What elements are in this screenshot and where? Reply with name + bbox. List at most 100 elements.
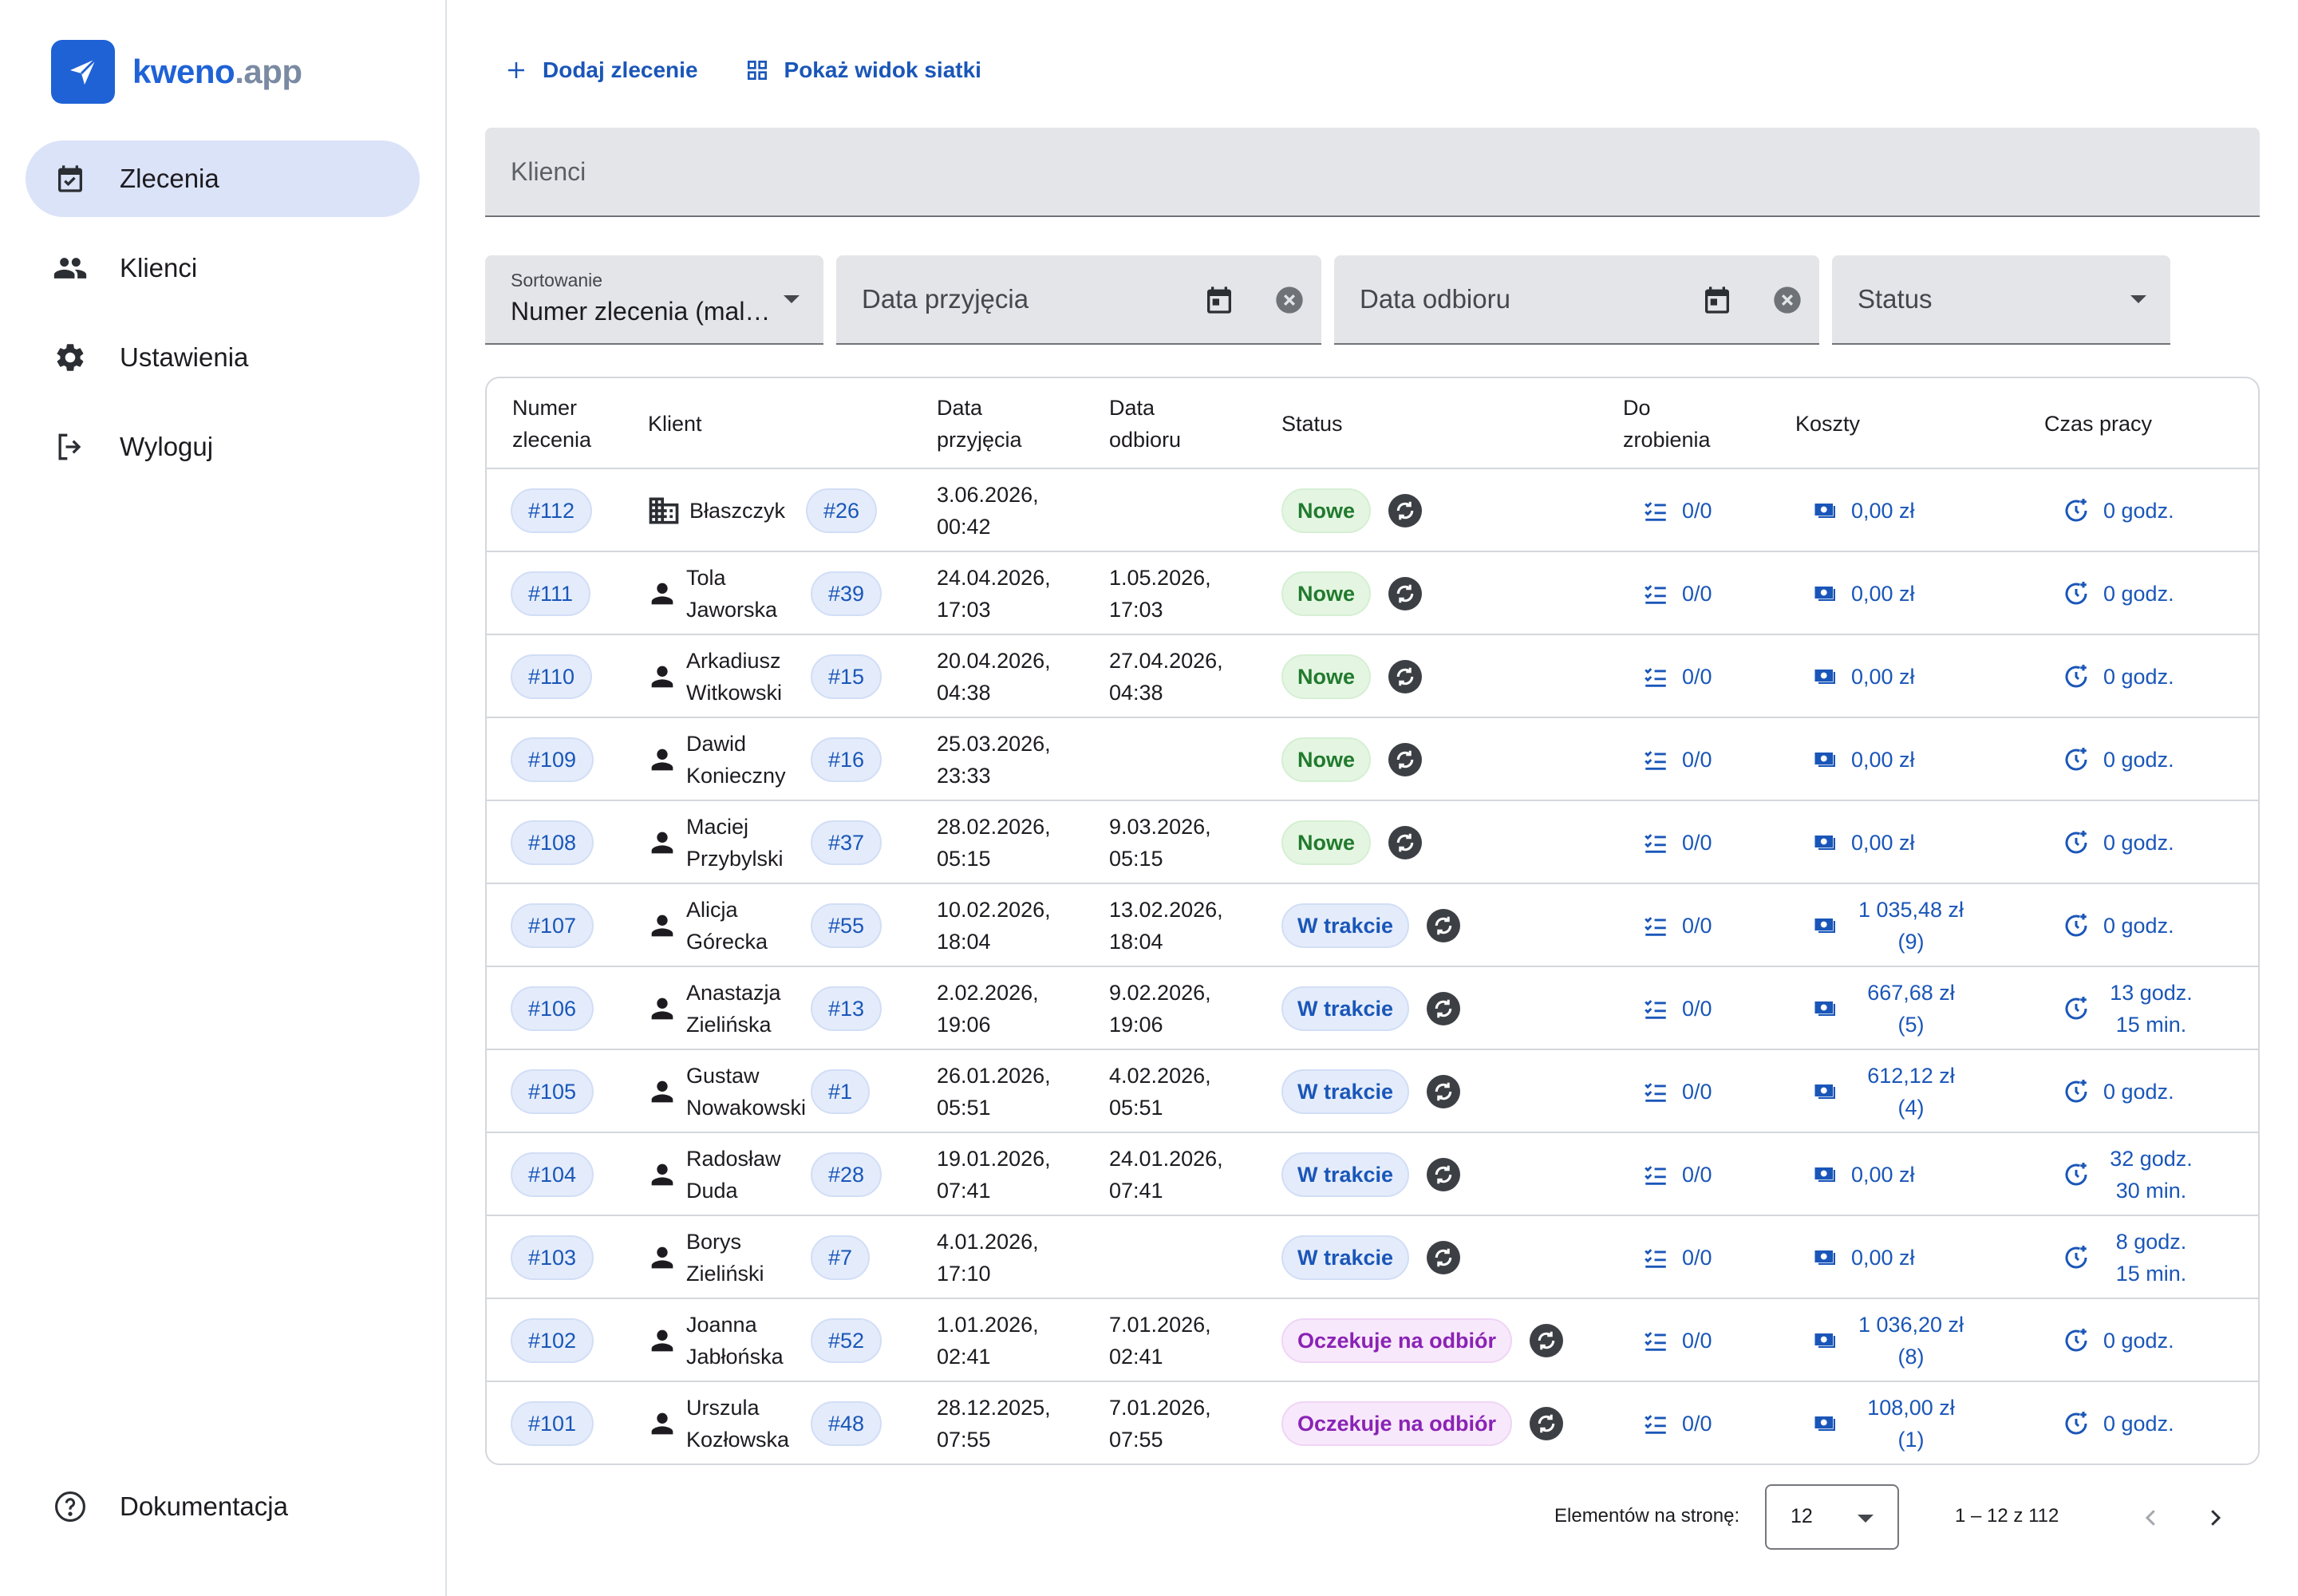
- status-badge[interactable]: Oczekuje na odbiór: [1281, 1401, 1513, 1446]
- grid-view-button[interactable]: Pokaż widok siatki: [744, 57, 981, 83]
- client-id-chip[interactable]: #48: [811, 1401, 882, 1446]
- table-row[interactable]: #112 Błaszczyk #26 3.06.2026, 00:42 Nowe 0/0 0…: [487, 469, 2258, 552]
- client-id-chip[interactable]: #28: [811, 1152, 882, 1197]
- calendar-icon[interactable]: [1202, 282, 1237, 318]
- clear-icon[interactable]: [1272, 282, 1307, 318]
- worktime-cell[interactable]: 0 godz.: [2062, 801, 2174, 884]
- client-search-field[interactable]: [485, 128, 2260, 217]
- todo-cell[interactable]: 0/0: [1642, 1382, 1712, 1464]
- order-number-chip[interactable]: #102: [511, 1318, 594, 1363]
- header-pickup[interactable]: Data odbioru: [1109, 396, 1182, 452]
- order-number-chip[interactable]: #101: [511, 1401, 594, 1446]
- header-client[interactable]: Klient: [648, 412, 702, 436]
- todo-cell[interactable]: 0/0: [1642, 469, 1712, 552]
- sync-icon[interactable]: [1388, 660, 1423, 693]
- costs-cell[interactable]: 108,00 zł (1): [1811, 1382, 1971, 1464]
- header-number[interactable]: Numer zlecenia: [512, 396, 592, 452]
- order-number-chip[interactable]: #103: [511, 1235, 594, 1280]
- order-number-chip[interactable]: #106: [511, 986, 594, 1031]
- client-id-chip[interactable]: #7: [811, 1235, 871, 1280]
- table-row[interactable]: #106 Anastazja Zielińska #13 2.02.2026, 19:…: [487, 967, 2258, 1050]
- header-status[interactable]: Status: [1281, 412, 1343, 436]
- date-received-field[interactable]: Data przyjęcia: [836, 255, 1321, 345]
- per-page-select[interactable]: 12: [1765, 1484, 1899, 1550]
- todo-cell[interactable]: 0/0: [1642, 1299, 1712, 1382]
- client-name[interactable]: Gustaw Nowakowski: [686, 1064, 807, 1120]
- status-badge[interactable]: Nowe: [1281, 571, 1372, 616]
- sync-icon[interactable]: [1530, 1324, 1564, 1357]
- table-row[interactable]: #101 Urszula Kozłowska #48 28.12.2025, 07:5…: [487, 1382, 2258, 1464]
- order-number-chip[interactable]: #111: [511, 571, 591, 616]
- client-name[interactable]: Radosław Duda: [686, 1147, 781, 1203]
- calendar-icon[interactable]: [1700, 282, 1735, 318]
- table-row[interactable]: #109 Dawid Konieczny #16 25.03.2026, 23:33 N…: [487, 718, 2258, 801]
- costs-cell[interactable]: 0,00 zł: [1811, 1216, 1915, 1299]
- costs-cell[interactable]: 1 036,20 zł (8): [1811, 1299, 1971, 1382]
- sync-icon[interactable]: [1427, 1075, 1461, 1108]
- order-number-chip[interactable]: #108: [511, 820, 594, 865]
- status-badge[interactable]: Nowe: [1281, 654, 1372, 699]
- todo-cell[interactable]: 0/0: [1642, 801, 1712, 884]
- todo-cell[interactable]: 0/0: [1642, 967, 1712, 1050]
- sidebar-item-klienci[interactable]: Klienci: [26, 230, 420, 306]
- client-id-chip[interactable]: #55: [811, 903, 882, 948]
- client-name[interactable]: Dawid Konieczny: [686, 732, 786, 788]
- todo-cell[interactable]: 0/0: [1642, 1216, 1712, 1299]
- status-badge[interactable]: Nowe: [1281, 737, 1372, 782]
- client-id-chip[interactable]: #15: [811, 654, 882, 699]
- sync-icon[interactable]: [1427, 1158, 1461, 1191]
- costs-cell[interactable]: 0,00 zł: [1811, 718, 1915, 801]
- next-page-icon[interactable]: [2199, 1502, 2231, 1534]
- header-todo[interactable]: Do zrobienia: [1623, 396, 1711, 452]
- status-badge[interactable]: Nowe: [1281, 820, 1372, 865]
- table-row[interactable]: #107 Alicja Górecka #55 10.02.2026, 18:04 13…: [487, 884, 2258, 967]
- todo-cell[interactable]: 0/0: [1642, 635, 1712, 718]
- date-pickup-field[interactable]: Data odbioru: [1334, 255, 1819, 345]
- client-id-chip[interactable]: #1: [811, 1069, 871, 1114]
- table-row[interactable]: #102 Joanna Jabłońska #52 1.01.2026, 02:41 7…: [487, 1299, 2258, 1382]
- table-row[interactable]: #104 Radosław Duda #28 19.01.2026, 07:41 24.…: [487, 1133, 2258, 1216]
- status-badge[interactable]: W trakcie: [1281, 1235, 1410, 1280]
- status-badge[interactable]: Oczekuje na odbiór: [1281, 1318, 1513, 1363]
- costs-cell[interactable]: 0,00 zł: [1811, 635, 1915, 718]
- client-search-input[interactable]: [511, 156, 2260, 187]
- header-worktime[interactable]: Czas pracy: [2044, 412, 2153, 436]
- todo-cell[interactable]: 0/0: [1642, 1133, 1712, 1216]
- client-id-chip[interactable]: #26: [806, 488, 878, 533]
- order-number-chip[interactable]: #110: [511, 654, 593, 699]
- client-name[interactable]: Arkadiusz Witkowski: [686, 649, 782, 705]
- add-order-button[interactable]: Dodaj zlecenie: [504, 57, 698, 83]
- table-row[interactable]: #103 Borys Zieliński #7 4.01.2026, 17:10 W t…: [487, 1216, 2258, 1299]
- worktime-cell[interactable]: 0 godz.: [2062, 884, 2174, 967]
- todo-cell[interactable]: 0/0: [1642, 552, 1712, 635]
- costs-cell[interactable]: 0,00 zł: [1811, 1133, 1915, 1216]
- costs-cell[interactable]: 0,00 zł: [1811, 801, 1915, 884]
- worktime-cell[interactable]: 8 godz. 15 min.: [2062, 1216, 2199, 1299]
- status-badge[interactable]: W trakcie: [1281, 1069, 1410, 1114]
- order-number-chip[interactable]: #109: [511, 737, 594, 782]
- costs-cell[interactable]: 1 035,48 zł (9): [1811, 884, 1971, 967]
- worktime-cell[interactable]: 0 godz.: [2062, 635, 2174, 718]
- client-name[interactable]: Borys Zieliński: [686, 1230, 764, 1286]
- clear-icon[interactable]: [1770, 282, 1805, 318]
- costs-cell[interactable]: 0,00 zł: [1811, 469, 1915, 552]
- client-name[interactable]: Urszula Kozłowska: [686, 1396, 790, 1452]
- client-name[interactable]: Anastazja Zielińska: [686, 981, 781, 1037]
- client-name[interactable]: Błaszczyk: [689, 499, 786, 523]
- worktime-cell[interactable]: 0 godz.: [2062, 1050, 2174, 1133]
- sync-icon[interactable]: [1427, 909, 1461, 942]
- table-row[interactable]: #105 Gustaw Nowakowski #1 26.01.2026, 05:51…: [487, 1050, 2258, 1133]
- sidebar-item-dokumentacja[interactable]: Dokumentacja: [26, 1468, 420, 1545]
- brand[interactable]: kweno.app: [51, 40, 302, 104]
- header-costs[interactable]: Koszty: [1795, 412, 1861, 436]
- table-row[interactable]: #111 Tola Jaworska #39 24.04.2026, 17:03 1.0…: [487, 552, 2258, 635]
- client-id-chip[interactable]: #13: [811, 986, 882, 1031]
- status-select[interactable]: Status: [1832, 255, 2170, 345]
- status-badge[interactable]: W trakcie: [1281, 1152, 1410, 1197]
- worktime-cell[interactable]: 32 godz. 30 min.: [2062, 1133, 2199, 1216]
- worktime-cell[interactable]: 0 godz.: [2062, 718, 2174, 801]
- header-received[interactable]: Data przyjęcia: [937, 396, 1022, 452]
- client-id-chip[interactable]: #16: [811, 737, 882, 782]
- sync-icon[interactable]: [1427, 1241, 1461, 1274]
- sidebar-item-wyloguj[interactable]: Wyloguj: [26, 409, 420, 485]
